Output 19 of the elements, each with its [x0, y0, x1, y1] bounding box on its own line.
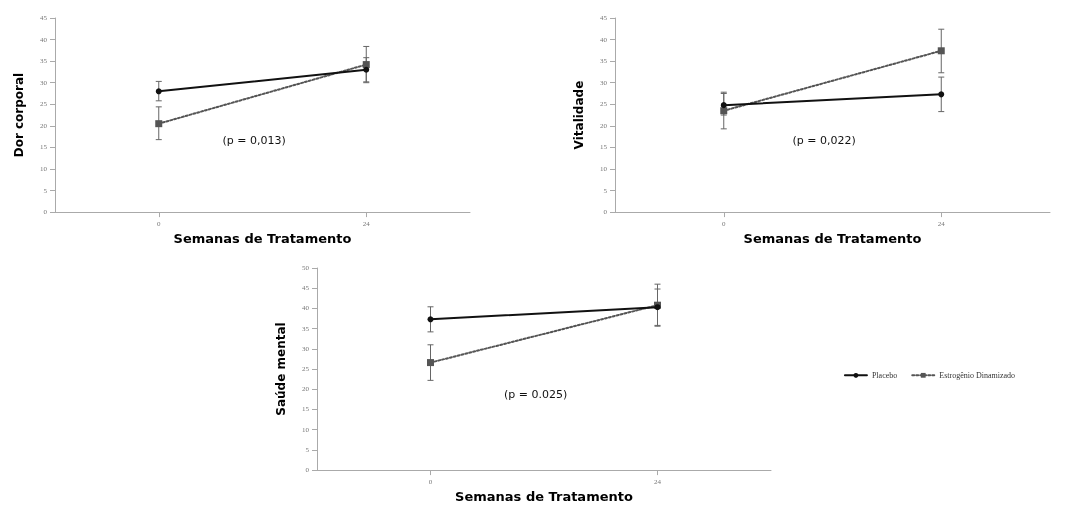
point [427, 359, 434, 367]
annotation: (p = 0.025) [504, 387, 568, 401]
x-axis-title: Semanas de Tratamento [173, 231, 352, 246]
legend-label: Estrogênio Dinamizado [939, 370, 1016, 380]
y-axis-title: Vitalidade [572, 80, 586, 150]
x-axis-title: Semanas de Tratamento [743, 231, 922, 246]
point [155, 120, 163, 128]
point [937, 47, 945, 55]
point [362, 61, 370, 69]
legend-label: Placebo [871, 370, 898, 380]
point [363, 66, 370, 73]
point [155, 88, 162, 95]
point [720, 102, 727, 109]
point [938, 91, 945, 98]
x-axis-title: Semanas de Tratamento [455, 489, 633, 504]
annotation: (p = 0,022) [792, 134, 856, 148]
annotation: (p = 0,013) [222, 134, 286, 148]
y-axis-title: Dor corporal [12, 72, 26, 158]
y-axis-title: Saúde mental [274, 322, 288, 416]
